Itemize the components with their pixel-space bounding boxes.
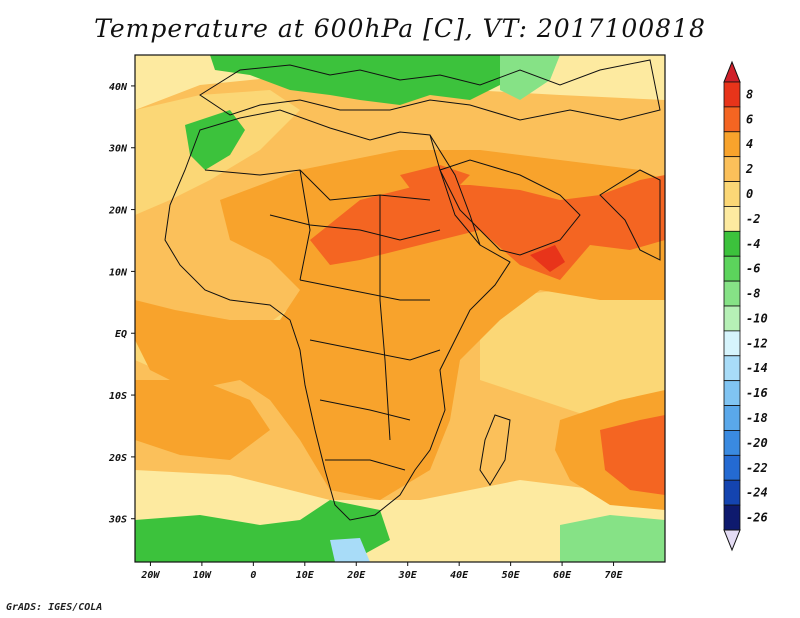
colorbar-bottom-arrow — [723, 529, 741, 552]
map-frame — [134, 54, 666, 563]
red-sea — [429, 134, 481, 246]
temperature-field — [135, 55, 665, 562]
europe-outline — [199, 59, 661, 121]
lat-tick-label: 20N — [108, 206, 128, 217]
colorbar: 8 6 4 2 0 -2 -4 -6 -8 -10 -12 -14 -16 -18 -20 -22 -24 -26 — [723, 60, 768, 552]
borders-africa-3 — [299, 279, 430, 301]
lon-tick-label: 60E — [553, 570, 572, 581]
colorbar-swatch — [723, 380, 741, 406]
colorbar-swatch — [723, 230, 741, 257]
colorbar-label: 0 — [746, 187, 753, 201]
africa-outline — [164, 109, 511, 521]
colorbar-swatch — [723, 454, 741, 481]
colorbar-swatch — [723, 479, 741, 506]
colorbar-label: -22 — [746, 461, 768, 475]
lon-tick-label: 30E — [398, 570, 418, 581]
lat-tick-label: 10N — [109, 267, 128, 278]
colorbar-swatch — [723, 206, 741, 232]
field-green-caspian — [500, 55, 560, 100]
colorbar-label: -8 — [746, 287, 760, 301]
colorbar-swatch — [723, 405, 741, 431]
lon-tick-label: 10W — [193, 570, 212, 581]
colorbar-swatch — [723, 504, 741, 531]
lon-tick-label: 20E — [346, 570, 366, 581]
india-outline — [599, 169, 661, 261]
lat-tick-label: 40N — [109, 82, 128, 93]
map-axes: 20W 10W 0 10E 20E 30E 40E 50E 60E 70E 40N 30N 20N 10N… — [108, 82, 624, 581]
colorbar-label: -14 — [746, 361, 768, 375]
lon-tick-label: 10E — [296, 570, 315, 581]
field-very-hot-arabia — [530, 245, 565, 272]
lon-tick-label: 20W — [140, 570, 160, 581]
lon-tick-label: 0 — [250, 570, 256, 581]
colorbar-swatch — [723, 106, 741, 133]
field-band-southeast-cool — [480, 290, 665, 420]
colorbar-swatch — [723, 330, 741, 357]
colorbar-label: -6 — [746, 262, 760, 276]
borders-africa-6 — [325, 459, 406, 471]
borders-africa-5 — [319, 399, 411, 421]
borders-africa-2 — [269, 214, 441, 241]
field-green-south-atlantic — [135, 500, 390, 562]
madagascar-outline — [479, 414, 511, 486]
lon-tick-label: 50E — [502, 570, 521, 581]
colorbar-swatch — [723, 81, 741, 108]
lat-tick-label: 10S — [109, 391, 127, 402]
lat-tick-label: 20S — [108, 453, 127, 464]
field-hot-sahara-east — [400, 165, 470, 195]
arabia-outline — [439, 159, 581, 256]
lat-tick-label: 30S — [108, 515, 127, 526]
colorbar-label: -4 — [746, 237, 760, 251]
colorbar-label: -26 — [746, 511, 768, 525]
field-core-warm-south — [135, 380, 270, 460]
field-green-mediterranean — [210, 55, 520, 105]
colorbar-label: 4 — [746, 137, 753, 151]
colorbar-label: -20 — [746, 436, 768, 450]
borders-africa-7 — [379, 195, 391, 441]
map-title: Temperature at 600hPa [C], VT: 201710081… — [94, 14, 706, 43]
field-cold-cape — [330, 538, 370, 562]
lon-tick-label: 70E — [605, 570, 624, 581]
colorbar-top-arrow — [723, 60, 741, 83]
lon-tick-label: 40E — [450, 570, 469, 581]
colorbar-label: -12 — [746, 336, 768, 350]
colorbar-swatch — [723, 156, 741, 182]
colorbar-swatch — [723, 280, 741, 307]
colorbar-swatch — [723, 181, 741, 207]
colorbar-label: -24 — [746, 486, 768, 500]
lat-tick-label: 30N — [108, 144, 128, 155]
colorbar-swatch — [723, 131, 741, 158]
field-green-southeast — [560, 515, 665, 562]
colorbar-label: 6 — [746, 112, 753, 126]
field-hot-sahel — [310, 175, 665, 280]
colorbar-label: -18 — [746, 411, 768, 425]
lat-tick-label: EQ — [115, 329, 127, 340]
colorbar-label: -10 — [746, 311, 768, 325]
colorbar-label: 8 — [746, 87, 753, 101]
colorbar-swatch — [723, 430, 741, 456]
grads-credit: GrADS: IGES/COLA — [6, 602, 103, 613]
field-green-morocco — [185, 110, 245, 170]
colorbar-label: -2 — [746, 212, 760, 226]
borders-africa-8 — [299, 169, 311, 281]
colorbar-swatch — [723, 255, 741, 282]
field-hot-indian-ocean — [600, 415, 665, 495]
coastlines — [164, 59, 661, 521]
colorbar-label: -16 — [746, 386, 768, 400]
colorbar-label: 2 — [745, 162, 753, 176]
borders-africa-1 — [204, 169, 431, 201]
colorbar-swatch — [723, 355, 741, 382]
colorbar-swatch — [723, 305, 741, 332]
